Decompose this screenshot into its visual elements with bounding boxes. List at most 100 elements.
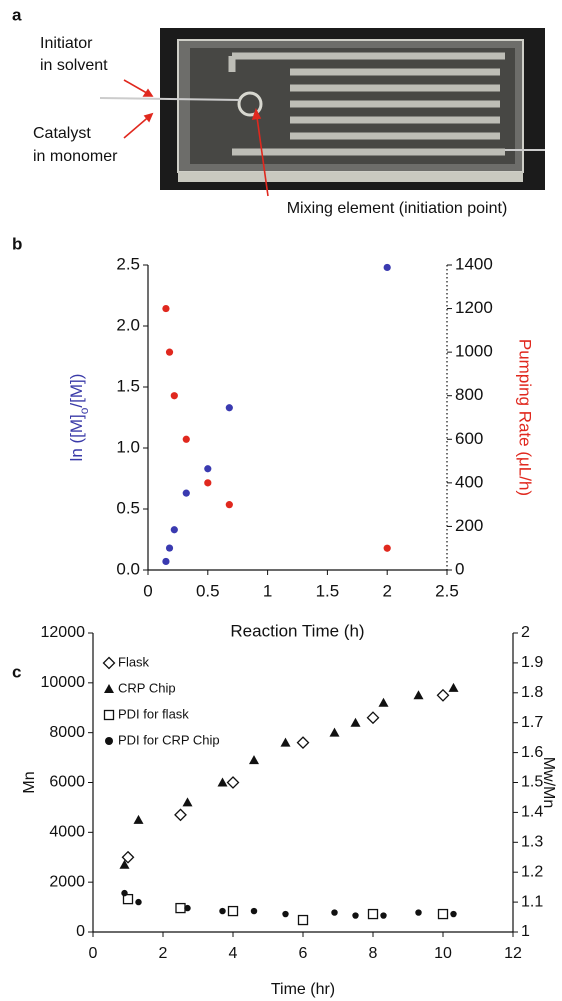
y-tick-label: 0.5 xyxy=(116,498,140,517)
y2-tick-label: 400 xyxy=(455,472,483,491)
panel-label: b xyxy=(12,234,22,253)
legend-marker xyxy=(105,737,113,745)
legend-label: PDI for flask xyxy=(118,706,189,721)
y2-tick-label: 1.2 xyxy=(521,863,543,880)
x-tick-label: 2.5 xyxy=(435,581,459,600)
y-axis-label: Mn xyxy=(21,771,38,793)
y2-tick-label: 1.5 xyxy=(521,774,543,791)
point xyxy=(182,435,190,443)
series xyxy=(122,893,449,926)
y2-tick-label: 1200 xyxy=(455,298,493,317)
point xyxy=(225,501,233,509)
point xyxy=(175,902,186,914)
y-tick-label: 12000 xyxy=(41,624,86,641)
y2-tick-label: 200 xyxy=(455,516,483,535)
point xyxy=(162,557,170,566)
point xyxy=(122,893,134,905)
point xyxy=(133,814,144,824)
point xyxy=(448,682,459,692)
panel-label: c xyxy=(12,662,21,681)
x-tick-label: 4 xyxy=(229,945,238,962)
legend-item: Flask xyxy=(102,654,150,670)
point xyxy=(182,489,190,497)
y2-tick-label: 2 xyxy=(521,624,530,641)
legend-label: PDI for CRP Chip xyxy=(118,732,220,747)
y-axis-label-part: Mn xyxy=(21,771,38,793)
point xyxy=(282,910,289,918)
y2-tick-label: 1000 xyxy=(455,342,493,361)
point xyxy=(415,909,422,916)
legend-label: Flask xyxy=(118,654,150,669)
x-tick-label: 1 xyxy=(263,581,272,600)
point xyxy=(250,907,258,915)
y-tick-label: 1.0 xyxy=(116,437,140,456)
legend-item: PDI for CRP Chip xyxy=(105,732,220,747)
annotation: Mixing element (initiation point) xyxy=(287,200,508,217)
point xyxy=(280,737,291,747)
y-tick-label: 0.0 xyxy=(116,559,140,578)
x-tick-label: 8 xyxy=(369,945,378,962)
x-axis-label: Time (hr) xyxy=(271,981,335,998)
point xyxy=(437,908,449,920)
legend-label: CRP Chip xyxy=(118,680,176,695)
device-photo xyxy=(99,28,545,190)
point xyxy=(297,914,309,926)
legend-marker xyxy=(104,684,114,693)
series xyxy=(121,889,457,919)
x-tick-label: 2 xyxy=(159,945,168,962)
point xyxy=(225,404,233,412)
annotation: in monomer xyxy=(33,148,118,165)
y2-axis-label: Mw/Mn xyxy=(540,757,557,809)
point xyxy=(249,755,259,765)
point xyxy=(450,910,457,918)
legend-marker xyxy=(102,656,116,670)
point xyxy=(296,736,310,750)
y-axis-label-part: ln ([M] xyxy=(67,414,86,461)
annotation: in solvent xyxy=(40,57,108,74)
y-tick-label: 1.5 xyxy=(116,376,140,395)
point xyxy=(184,904,191,912)
legend-item: CRP Chip xyxy=(104,680,176,695)
point xyxy=(329,727,340,737)
point xyxy=(366,711,380,725)
point xyxy=(121,850,135,864)
point xyxy=(219,907,226,915)
point xyxy=(436,688,450,702)
point xyxy=(170,526,178,534)
x-tick-label: 1.5 xyxy=(316,581,340,600)
annotation: Initiator xyxy=(40,35,93,52)
point xyxy=(383,263,391,272)
y2-tick-label: 1.1 xyxy=(521,893,543,910)
point xyxy=(119,859,130,869)
y2-tick-label: 1.3 xyxy=(521,834,543,851)
point xyxy=(174,808,187,822)
point xyxy=(226,776,240,789)
y-tick-label: 10000 xyxy=(41,674,86,691)
y-tick-label: 0 xyxy=(76,923,85,940)
y-tick-label: 6000 xyxy=(49,774,85,791)
y-tick-label: 2.0 xyxy=(116,315,140,334)
series xyxy=(162,304,391,552)
y2-tick-label: 0 xyxy=(455,559,464,578)
y2-tick-label: 600 xyxy=(455,429,483,448)
y2-tick-label: 1.8 xyxy=(521,684,543,701)
y2-tick-label: 800 xyxy=(455,385,483,404)
x-tick-label: 6 xyxy=(299,945,308,962)
point xyxy=(170,392,178,400)
y2-axis-label: Pumping Rate (μL/h) xyxy=(516,339,535,496)
y2-tick-label: 1400 xyxy=(455,254,493,273)
legend-marker xyxy=(103,709,115,721)
point xyxy=(121,889,128,897)
point xyxy=(165,544,174,552)
y2-tick-label: 1.9 xyxy=(521,654,543,671)
series xyxy=(162,263,391,566)
y-axis-label-part: o xyxy=(77,407,91,414)
point xyxy=(182,797,193,807)
point xyxy=(217,777,228,787)
point xyxy=(165,348,174,356)
point xyxy=(378,697,389,707)
y-tick-label: 2000 xyxy=(49,873,85,890)
y2-tick-label: 1.4 xyxy=(521,804,543,821)
x-tick-label: 0 xyxy=(89,945,98,962)
y2-tick-label: 1.6 xyxy=(521,744,543,761)
